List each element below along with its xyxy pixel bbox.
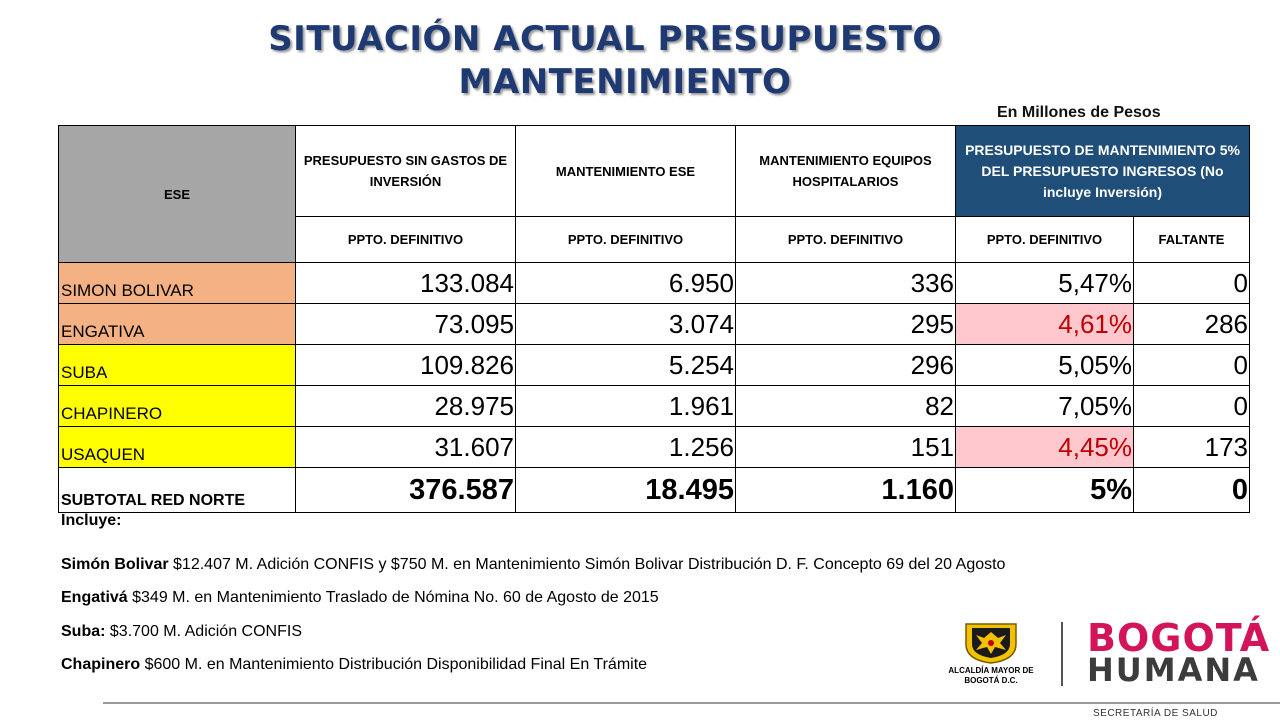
header-presupuesto: PRESUPUESTO SIN GASTOS DE INVERSIÓN	[295, 125, 516, 217]
table-row: CHAPINERO 28.975 1.961 82 7,05% 0	[58, 385, 1250, 427]
table-row: SIMON BOLIVAR 133.084 6.950 336 5,47% 0	[58, 262, 1250, 304]
note-text: $349 M. en Mantenimiento Traslado de Nóm…	[127, 589, 659, 606]
cell-presupuesto: 31.607	[295, 426, 516, 468]
total-pct: 5%	[955, 467, 1134, 513]
slide-title: SITUACIÓN ACTUAL PRESUPUESTO MANTENIMIEN…	[0, 18, 1280, 104]
cell-pct: 4,45%	[955, 426, 1134, 468]
subheader-ppto-1: PPTO. DEFINITIVO	[295, 216, 516, 263]
note-label: Simón Bolivar	[61, 556, 169, 573]
total-faltante: 0	[1133, 467, 1250, 513]
note-label: Engativá	[61, 589, 128, 606]
row-name: SUBA	[58, 344, 296, 386]
cell-mant-equipos: 296	[735, 344, 956, 386]
logo-divider	[1061, 622, 1063, 686]
note-simon-bolivar: Simón Bolivar $12.407 M. Adición CONFIS …	[61, 556, 1005, 574]
cell-mant-equipos: 151	[735, 426, 956, 468]
notes-intro: Incluye:	[61, 512, 122, 529]
footer-label: SECRETARÍA DE SALUD	[1093, 708, 1218, 719]
units-label: En Millones de Pesos	[997, 104, 1161, 121]
cell-faltante: 0	[1133, 344, 1250, 386]
subheader-ppto-2: PPTO. DEFINITIVO	[515, 216, 736, 263]
header-mant-equipos: MANTENIMIENTO EQUIPOS HOSPITALARIOS	[735, 125, 956, 217]
cell-presupuesto: 109.826	[295, 344, 516, 386]
row-name: USAQUEN	[58, 426, 296, 468]
alcaldia-logo-text: ALCALDÍA MAYOR DE BOGOTÁ D.C.	[948, 666, 1034, 685]
row-name: SIMON BOLIVAR	[58, 262, 296, 304]
note-text: $12.407 M. Adición CONFIS y $750 M. en M…	[168, 556, 1006, 573]
table-row: USAQUEN 31.607 1.256 151 4,45% 173	[58, 426, 1250, 468]
table-total-row: SUBTOTAL RED NORTE 376.587 18.495 1.160 …	[58, 467, 1250, 513]
cell-faltante: 0	[1133, 262, 1250, 304]
cell-presupuesto: 73.095	[295, 303, 516, 345]
humana-logo-text: HUMANA	[1087, 651, 1260, 689]
note-chapinero: Chapinero $600 M. en Mantenimiento Distr…	[61, 656, 647, 674]
cell-faltante: 0	[1133, 385, 1250, 427]
header-mant-ese: MANTENIMIENTO ESE	[515, 125, 736, 217]
cell-presupuesto: 28.975	[295, 385, 516, 427]
subheader-faltante: FALTANTE	[1133, 216, 1250, 263]
budget-table: ESE PRESUPUESTO SIN GASTOS DE INVERSIÓN …	[58, 125, 1250, 513]
table-row: ENGATIVA 73.095 3.074 295 4,61% 286	[58, 303, 1250, 345]
coat-of-arms-icon	[965, 623, 1017, 664]
cell-mant-ese: 1.256	[515, 426, 736, 468]
note-engativa: Engativá $349 M. en Mantenimiento Trasla…	[61, 589, 659, 607]
subheader-ppto-3: PPTO. DEFINITIVO	[735, 216, 956, 263]
cell-mant-ese: 3.074	[515, 303, 736, 345]
cell-pct: 7,05%	[955, 385, 1134, 427]
cell-mant-ese: 5.254	[515, 344, 736, 386]
footer-divider	[103, 702, 1280, 704]
title-line-2: MANTENIMIENTO	[458, 62, 792, 102]
total-mant-ese: 18.495	[515, 467, 736, 513]
total-mant-equipos: 1.160	[735, 467, 956, 513]
note-text: $600 M. en Mantenimiento Distribución Di…	[140, 656, 648, 673]
cell-pct: 4,61%	[955, 303, 1134, 345]
row-name: ENGATIVA	[58, 303, 296, 345]
table-row: SUBA 109.826 5.254 296 5,05% 0	[58, 344, 1250, 386]
header-pct-mantenimiento: PRESUPUESTO DE MANTENIMIENTO 5% DEL PRES…	[955, 125, 1250, 217]
cell-mant-equipos: 336	[735, 262, 956, 304]
note-suba: Suba: $3.700 M. Adición CONFIS	[61, 623, 302, 641]
cell-presupuesto: 133.084	[295, 262, 516, 304]
bogota-logo-text: BOGOTÁ	[1087, 616, 1271, 660]
total-name: SUBTOTAL RED NORTE	[58, 467, 296, 513]
note-label: Chapinero	[61, 656, 141, 673]
cell-faltante: 173	[1133, 426, 1250, 468]
title-line-1: SITUACIÓN ACTUAL PRESUPUESTO	[268, 19, 942, 59]
cell-faltante: 286	[1133, 303, 1250, 345]
cell-mant-equipos: 295	[735, 303, 956, 345]
cell-mant-equipos: 82	[735, 385, 956, 427]
row-name: CHAPINERO	[58, 385, 296, 427]
cell-mant-ese: 1.961	[515, 385, 736, 427]
header-ese: ESE	[58, 125, 296, 263]
subheader-ppto-4: PPTO. DEFINITIVO	[955, 216, 1134, 263]
cell-mant-ese: 6.950	[515, 262, 736, 304]
cell-pct: 5,47%	[955, 262, 1134, 304]
note-label: Suba:	[61, 623, 106, 640]
note-text: $3.700 M. Adición CONFIS	[105, 623, 302, 640]
cell-pct: 5,05%	[955, 344, 1134, 386]
total-presupuesto: 376.587	[295, 467, 516, 513]
